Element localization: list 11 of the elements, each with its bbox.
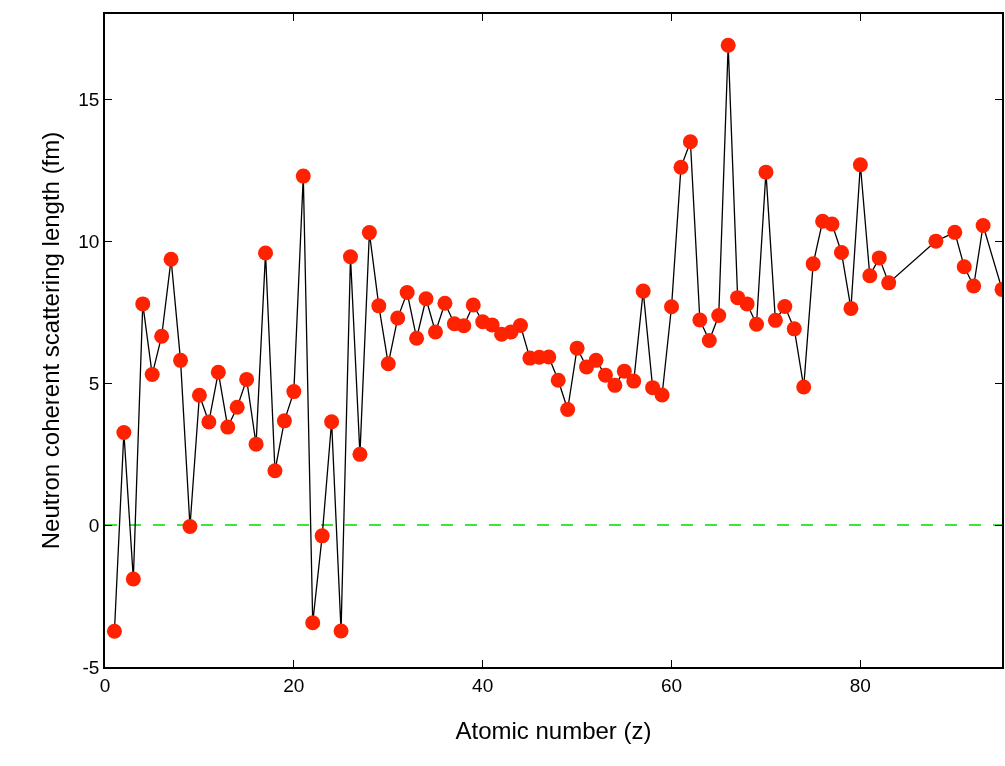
x-tick-label: 80 <box>849 674 871 696</box>
x-tick-label: 20 <box>283 674 305 696</box>
y-tick-label: 5 <box>88 372 100 394</box>
x-tick-label: 60 <box>660 674 683 696</box>
y-axis-title: Neutron coherent scattering length (fm) <box>36 131 64 550</box>
y-tick-label: 15 <box>78 88 100 110</box>
x-axis-title: Atomic number (z) <box>455 717 652 745</box>
y-tick-label: 0 <box>88 514 100 536</box>
x-tick-label: 40 <box>472 674 494 696</box>
y-tick-label: 10 <box>78 230 100 252</box>
y-tick-label: -5 <box>82 656 100 678</box>
